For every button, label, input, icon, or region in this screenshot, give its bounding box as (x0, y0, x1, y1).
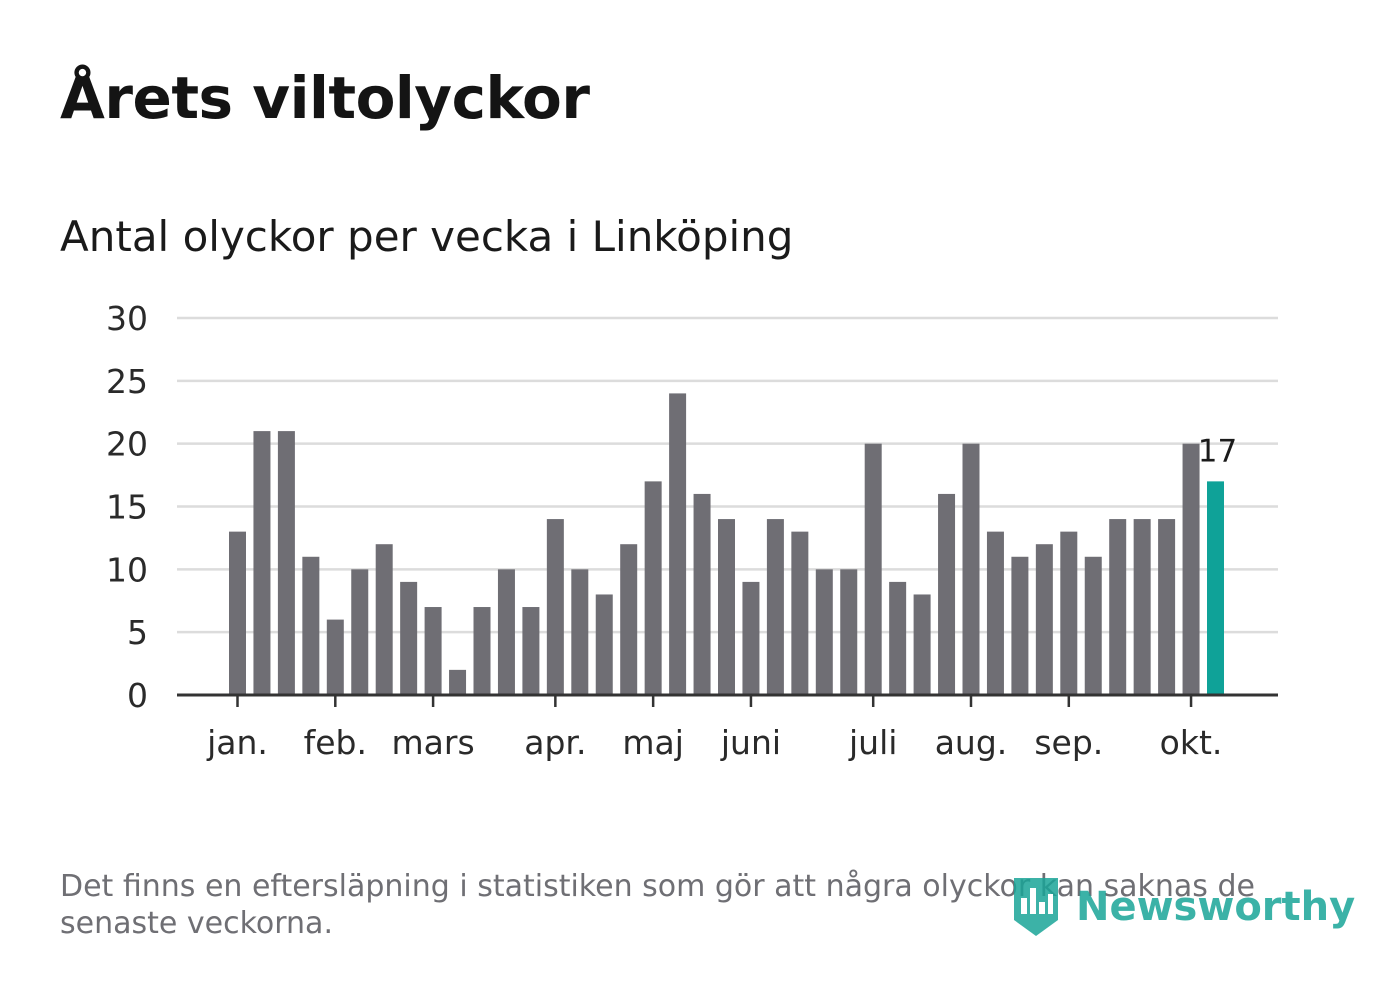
y-tick-label: 15 (106, 488, 148, 527)
bar (522, 607, 540, 695)
bar (1182, 443, 1200, 695)
bar (913, 594, 931, 695)
bar (938, 493, 956, 695)
bar (815, 569, 833, 695)
bar (1011, 556, 1029, 695)
y-tick-label: 30 (106, 299, 148, 338)
bar (277, 431, 295, 695)
bar-chart: 0 5 10 15 20 25 30 jan. feb. mars apr. maj juni juli… (106, 299, 1278, 762)
bar (889, 581, 907, 695)
bar (1158, 519, 1176, 695)
bar (449, 669, 467, 695)
bars (229, 393, 1224, 695)
x-tick-label: jan. (206, 723, 268, 762)
x-tick-label: maj (622, 723, 684, 762)
bar (571, 569, 589, 695)
brand: Newsworthy (1010, 872, 1355, 942)
bar (718, 519, 735, 695)
x-tick-label: feb. (304, 723, 367, 762)
bar (864, 443, 882, 695)
bar (1060, 531, 1078, 695)
bar-highlight (1207, 481, 1224, 695)
bar (375, 544, 393, 695)
x-tick-label: okt. (1160, 723, 1223, 762)
y-tick-label: 0 (127, 676, 148, 715)
bar (669, 393, 687, 695)
bar (424, 607, 442, 695)
bar (791, 531, 809, 695)
bar (1109, 519, 1127, 695)
bar (986, 531, 1004, 695)
bar (1084, 556, 1102, 695)
y-tick-label: 5 (127, 613, 148, 652)
y-axis-labels: 0 5 10 15 20 25 30 (106, 299, 148, 715)
bar (326, 619, 344, 695)
y-tick-label: 10 (106, 550, 148, 589)
y-tick-label: 20 (106, 425, 148, 464)
bar (620, 544, 638, 695)
x-axis (177, 693, 1278, 707)
chart-title: Årets viltolyckor (60, 64, 590, 132)
bar (742, 581, 760, 695)
x-tick-label: sep. (1034, 723, 1103, 762)
newsworthy-logo-icon (1014, 878, 1058, 936)
y-tick-label: 25 (106, 362, 148, 401)
bar (1035, 544, 1053, 695)
bar (253, 431, 271, 695)
bar (840, 569, 858, 695)
bar (497, 569, 515, 695)
bar (302, 556, 320, 695)
bar (546, 519, 564, 695)
x-tick-label: aug. (935, 723, 1008, 762)
x-axis-labels: jan. feb. mars apr. maj juni juli aug. sep. okt. (206, 723, 1222, 762)
bar (595, 594, 613, 695)
x-tick-label: juli (848, 723, 897, 762)
x-tick-label: mars (392, 723, 475, 762)
bar (693, 493, 711, 695)
bar (473, 607, 491, 695)
x-tick-label: juni (720, 723, 781, 762)
bar (962, 443, 980, 695)
annotations: 17 (1198, 433, 1237, 469)
highlight-data-label: 17 (1198, 433, 1237, 469)
x-tick-label: apr. (524, 723, 586, 762)
brand-name: Newsworthy (1076, 884, 1356, 930)
bar (229, 531, 246, 695)
bar (766, 519, 784, 695)
bar (1133, 519, 1151, 695)
bar (351, 569, 369, 695)
chart-subtitle: Antal olyckor per vecka i Linköping (60, 212, 794, 261)
bar (400, 581, 418, 695)
bar (644, 481, 662, 695)
